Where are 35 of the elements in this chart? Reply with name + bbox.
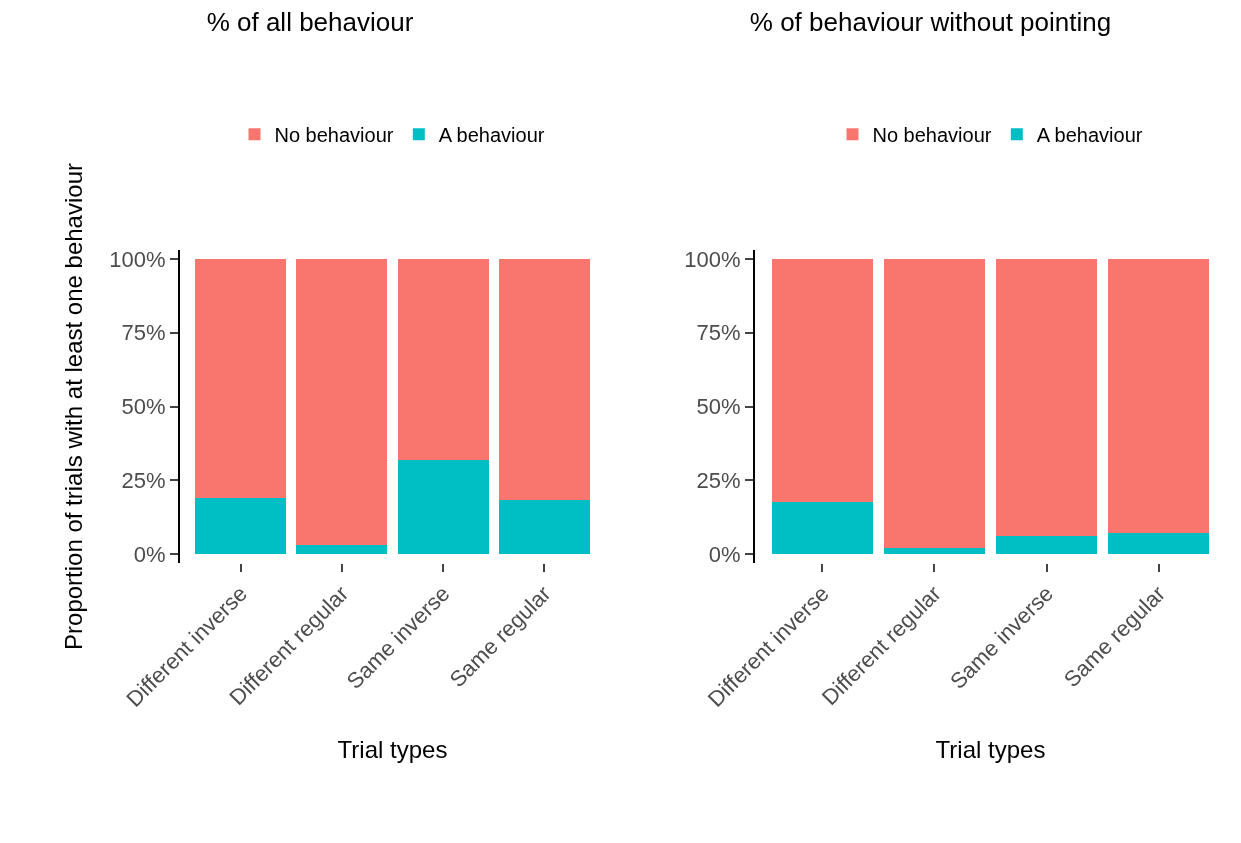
bar	[195, 498, 287, 555]
y-tick-label: 25%	[696, 468, 741, 494]
bar	[397, 258, 489, 460]
bar	[296, 258, 388, 546]
chart-title: % of behaviour without pointing	[749, 6, 1112, 37]
bar	[883, 258, 985, 549]
bar	[1108, 533, 1210, 555]
bar	[1108, 258, 1210, 534]
legend-label: A behaviour	[1036, 123, 1143, 146]
bar	[498, 499, 590, 555]
bar	[771, 258, 873, 503]
bar	[771, 502, 873, 555]
y-tick-label: 75%	[121, 320, 166, 346]
y-tick-label: 50%	[121, 394, 166, 420]
x-axis-title: Trial types	[935, 736, 1046, 763]
y-tick-label: 100%	[684, 246, 741, 272]
y-axis-title: Proportion of trials with at least one behaviour	[59, 163, 87, 650]
legend-label: No behaviour	[274, 123, 394, 146]
bar	[195, 258, 287, 499]
legend-label: A behaviour	[438, 123, 545, 146]
y-tick-label: 0%	[133, 541, 166, 567]
legend-label: No behaviour	[872, 123, 992, 146]
bar	[296, 545, 388, 555]
x-axis-title: Trial types	[337, 736, 448, 763]
bar	[498, 258, 590, 500]
y-tick-label: 0%	[708, 541, 741, 567]
bar	[996, 258, 1098, 537]
y-tick-label: 100%	[109, 246, 166, 272]
chart-title: % of all behaviour	[206, 6, 414, 37]
bar	[397, 459, 489, 555]
bar	[883, 548, 985, 555]
bar	[996, 536, 1098, 555]
y-tick-label: 75%	[696, 320, 741, 346]
y-tick-label: 50%	[696, 394, 741, 420]
y-tick-label: 25%	[121, 468, 166, 494]
